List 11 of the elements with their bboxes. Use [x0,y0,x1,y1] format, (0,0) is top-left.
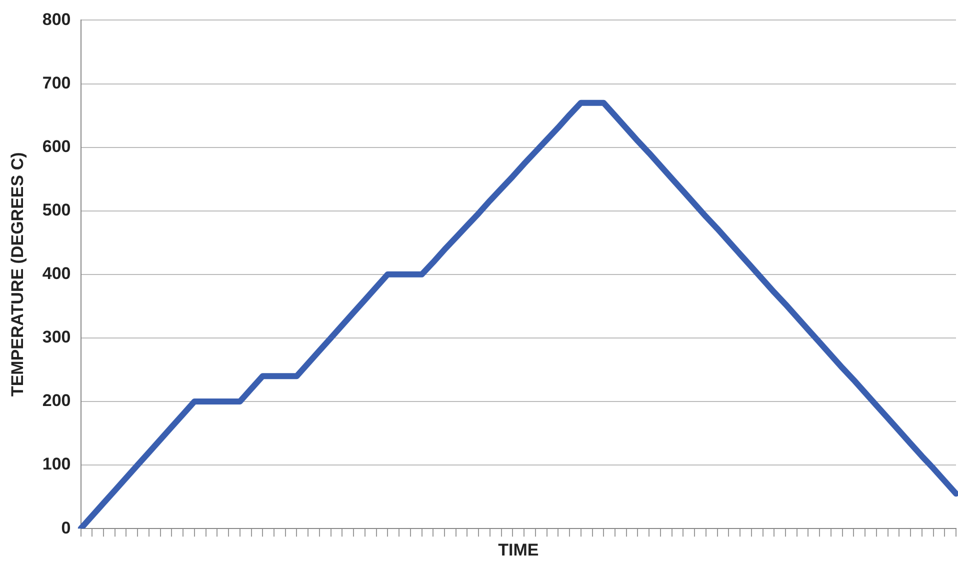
y-tick-label: 0 [61,518,71,538]
y-tick-label: 500 [42,200,71,220]
y-tick-label: 200 [42,391,71,410]
y-tick-label: 300 [42,328,71,347]
y-tick-label: 600 [42,136,71,156]
x-axis-title: TIME [498,540,539,560]
y-tick-label: 800 [42,10,71,29]
y-tick-label: 100 [42,454,71,474]
y-tick-label: 400 [42,264,71,284]
y-tick-label: 700 [42,73,71,92]
y-axis-title: TEMPERATURE (DEGREES C) [8,152,27,397]
